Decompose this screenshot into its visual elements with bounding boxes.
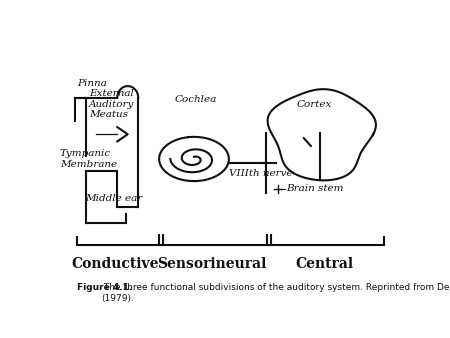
- Text: Pinna: Pinna: [77, 79, 107, 88]
- Text: The three functional subdivisions of the auditory system. Reprinted from Deutsch: The three functional subdivisions of the…: [101, 283, 450, 303]
- Text: Tympanic
Membrane: Tympanic Membrane: [60, 149, 117, 169]
- Text: Sensorineural: Sensorineural: [157, 257, 266, 271]
- Text: External
Auditory
Meatus: External Auditory Meatus: [89, 90, 134, 119]
- Text: Brain stem: Brain stem: [287, 185, 344, 193]
- Text: VIIIth nerve: VIIIth nerve: [229, 169, 292, 178]
- Text: Figure 4.1.: Figure 4.1.: [77, 283, 132, 292]
- Text: Conductive: Conductive: [72, 257, 159, 271]
- Text: Central: Central: [296, 257, 354, 271]
- Text: Cortex: Cortex: [297, 100, 332, 109]
- Text: Cochlea: Cochlea: [175, 95, 217, 104]
- Text: Middle ear: Middle ear: [85, 194, 142, 202]
